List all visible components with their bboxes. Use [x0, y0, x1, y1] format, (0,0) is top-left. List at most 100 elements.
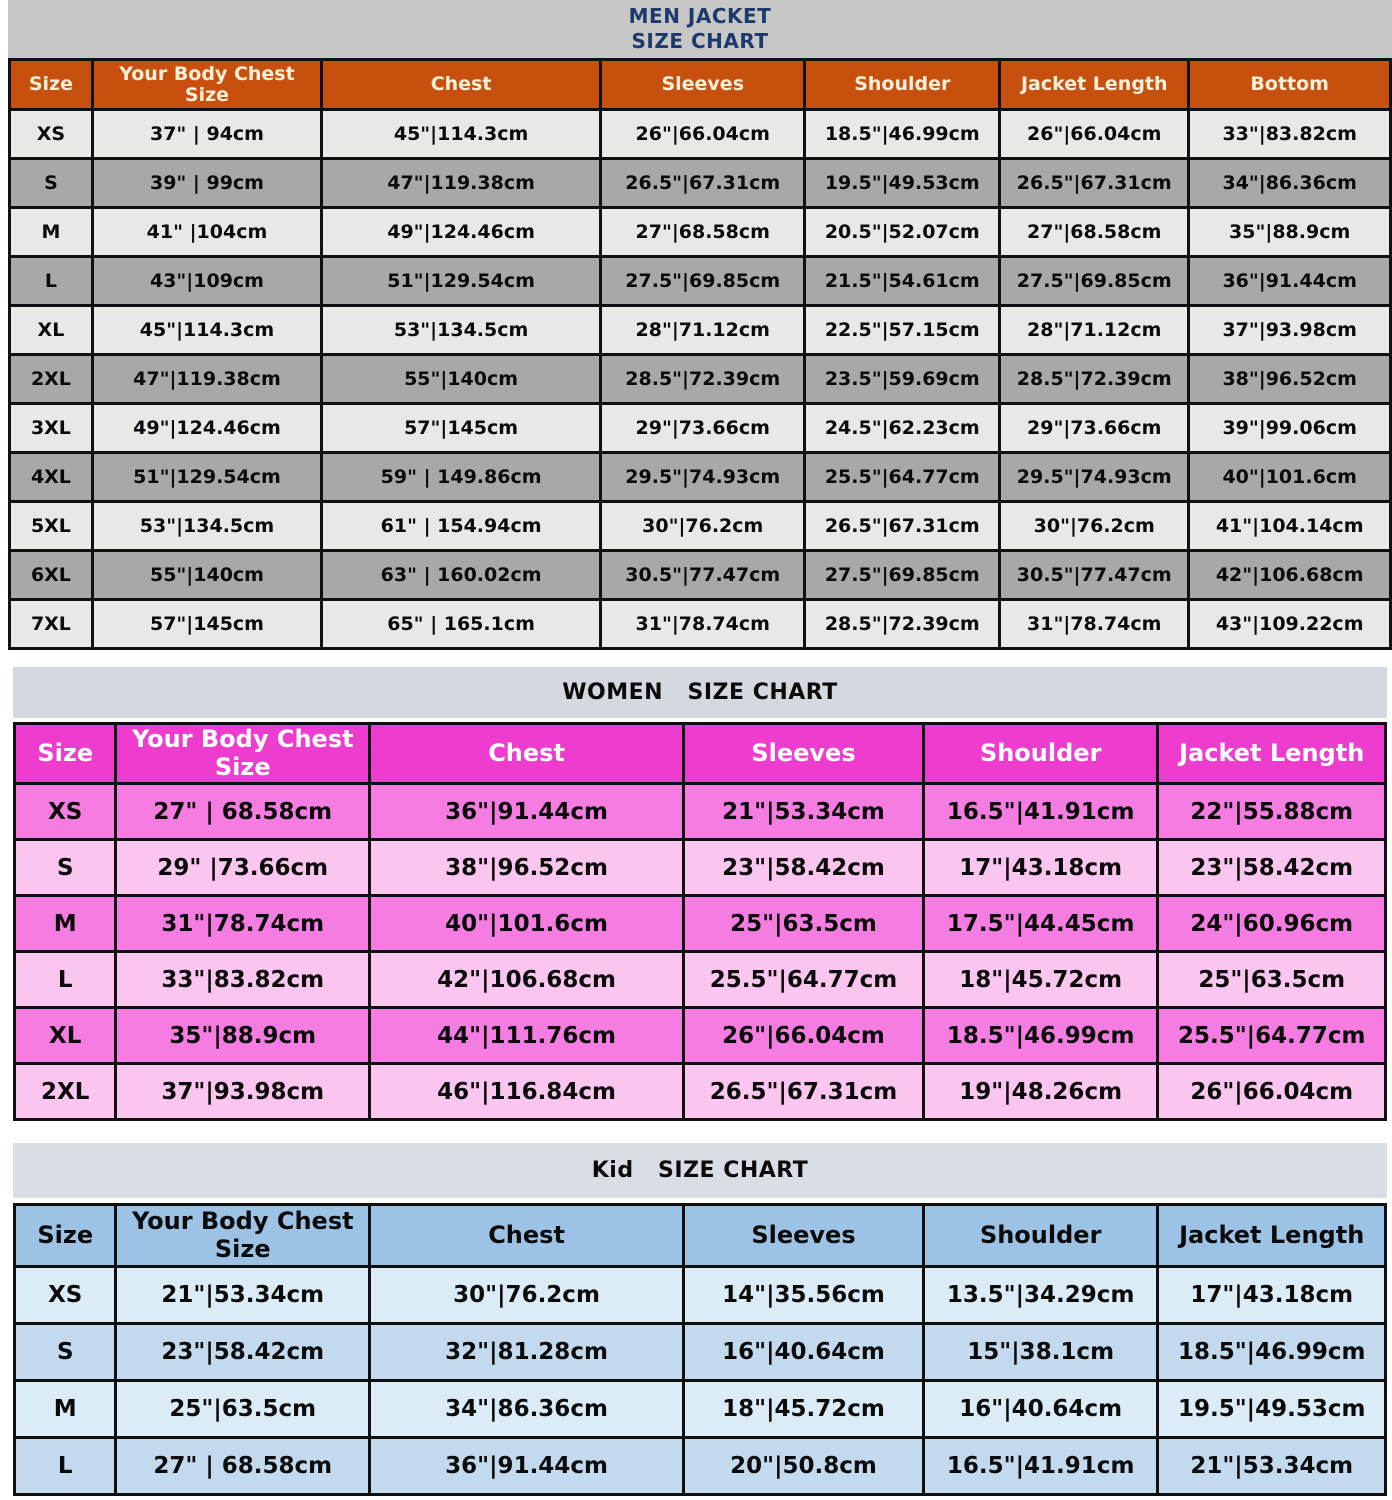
column-header: Jacket Length: [1156, 722, 1387, 785]
measurement-cell: 42"|106.68cm: [368, 950, 686, 1009]
measurement-cell: 27"|68.58cm: [599, 206, 807, 258]
measurement-cell: 23"|58.42cm: [114, 1322, 372, 1382]
measurement-cell: 47"|119.38cm: [90, 353, 324, 405]
measurement-cell: 45"|114.3cm: [320, 108, 603, 160]
column-header: Jacket Length: [998, 58, 1191, 111]
column-header: Sleeves: [599, 58, 807, 111]
measurement-cell: 28.5"|72.39cm: [599, 353, 807, 405]
header-row: Size Your Body Chest Size Chest Sleeves Shou…: [8, 58, 1392, 111]
measurement-cell: 53"|134.5cm: [320, 304, 603, 356]
column-header: Chest: [320, 58, 603, 111]
measurement-cell: 39"|99.06cm: [1187, 402, 1392, 454]
kid-table-body: XS 21"|53.34cm 30"|76.2cm 14"|35.56cm 13.5"|…: [12, 1265, 1387, 1496]
measurement-cell: 26"|66.04cm: [682, 1006, 925, 1065]
women-size-chart-section: WOMEN SIZE CHART Size Your Body Chest Siz…: [12, 667, 1387, 1121]
men-size-chart-section: MEN JACKET SIZE CHART Size Your Body Ches…: [8, 0, 1392, 650]
measurement-cell: 18.5"|46.99cm: [1156, 1322, 1387, 1382]
measurement-cell: 16"|40.64cm: [682, 1322, 925, 1382]
table-row: S 39" | 99cm 47"|119.38cm 26.5"|67.31cm 19.5…: [8, 157, 1392, 209]
column-header: Chest: [368, 722, 686, 785]
table-row: L 27" | 68.58cm 36"|91.44cm 20"|50.8cm 16.5"…: [12, 1436, 1387, 1496]
measurement-cell: 63" | 160.02cm: [320, 549, 603, 601]
measurement-cell: 49"|124.46cm: [320, 206, 603, 258]
measurement-cell: 18.5"|46.99cm: [803, 108, 1002, 160]
measurement-cell: 26"|66.04cm: [599, 108, 807, 160]
measurement-cell: 27" | 68.58cm: [114, 782, 372, 841]
table-row: S 29" |73.66cm 38"|96.52cm 23"|58.42cm 17"|4…: [12, 838, 1387, 897]
measurement-cell: 40"|101.6cm: [1187, 451, 1392, 503]
size-label-cell: 4XL: [8, 451, 94, 503]
table-row: XS 21"|53.34cm 30"|76.2cm 14"|35.56cm 13.5"|…: [12, 1265, 1387, 1325]
measurement-cell: 28"|71.12cm: [599, 304, 807, 356]
measurement-cell: 18"|45.72cm: [682, 1379, 925, 1439]
measurement-cell: 22"|55.88cm: [1156, 782, 1387, 841]
size-label-cell: 2XL: [8, 353, 94, 405]
measurement-cell: 33"|83.82cm: [1187, 108, 1392, 160]
kid-chart-title-bar: Kid SIZE CHART: [13, 1143, 1387, 1198]
column-header: Your Body Chest Size: [114, 722, 372, 785]
men-chart-title-line2: SIZE CHART: [631, 29, 769, 53]
measurement-cell: 23.5"|59.69cm: [803, 353, 1002, 405]
measurement-cell: 25.5"|64.77cm: [682, 950, 925, 1009]
size-label-cell: 5XL: [8, 500, 94, 552]
measurement-cell: 53"|134.5cm: [90, 500, 324, 552]
measurement-cell: 29" |73.66cm: [114, 838, 372, 897]
women-table-body: XS 27" | 68.58cm 36"|91.44cm 21"|53.34cm 16.…: [12, 782, 1387, 1121]
measurement-cell: 36"|91.44cm: [368, 1436, 686, 1496]
table-row: 7XL 57"|145cm 65" | 165.1cm 31"|78.74cm 28.5…: [8, 598, 1392, 650]
measurement-cell: 31"|78.74cm: [998, 598, 1191, 650]
header-row: Size Your Body Chest Size Chest Sleeves Shou…: [12, 722, 1387, 785]
measurement-cell: 25.5"|64.77cm: [803, 451, 1002, 503]
measurement-cell: 17.5"|44.45cm: [921, 894, 1160, 953]
measurement-cell: 57"|145cm: [90, 598, 324, 650]
header-row: Size Your Body Chest Size Chest Sleeves Shou…: [12, 1203, 1387, 1268]
table-row: 2XL 47"|119.38cm 55"|140cm 28.5"|72.39cm 23.…: [8, 353, 1392, 405]
measurement-cell: 30.5"|77.47cm: [599, 549, 807, 601]
measurement-cell: 25"|63.5cm: [114, 1379, 372, 1439]
measurement-cell: 29"|73.66cm: [599, 402, 807, 454]
measurement-cell: 17"|43.18cm: [1156, 1265, 1387, 1325]
column-header: Bottom: [1187, 58, 1392, 111]
column-header: Shoulder: [921, 722, 1160, 785]
size-label-cell: XS: [12, 1265, 118, 1325]
table-row: L 43"|109cm 51"|129.54cm 27.5"|69.85cm 21.5"…: [8, 255, 1392, 307]
kid-table-header: Size Your Body Chest Size Chest Sleeves Shou…: [12, 1203, 1387, 1268]
column-header: Chest: [368, 1203, 686, 1268]
measurement-cell: 37"|93.98cm: [1187, 304, 1392, 356]
size-label-cell: M: [8, 206, 94, 258]
measurement-cell: 38"|96.52cm: [1187, 353, 1392, 405]
size-label-cell: 3XL: [8, 402, 94, 454]
measurement-cell: 51"|129.54cm: [90, 451, 324, 503]
measurement-cell: 44"|111.76cm: [368, 1006, 686, 1065]
size-label-cell: XS: [12, 782, 118, 841]
men-size-table: Size Your Body Chest Size Chest Sleeves Shou…: [8, 58, 1392, 650]
measurement-cell: 30"|76.2cm: [368, 1265, 686, 1325]
men-table-header: Size Your Body Chest Size Chest Sleeves Shou…: [8, 58, 1392, 111]
men-table-body: XS 37" | 94cm 45"|114.3cm 26"|66.04cm 18.5"|…: [8, 108, 1392, 650]
measurement-cell: 36"|91.44cm: [1187, 255, 1392, 307]
column-header: Your Body Chest Size: [90, 58, 324, 111]
measurement-cell: 33"|83.82cm: [114, 950, 372, 1009]
measurement-cell: 34"|86.36cm: [368, 1379, 686, 1439]
table-row: 6XL 55"|140cm 63" | 160.02cm 30.5"|77.47cm 2…: [8, 549, 1392, 601]
measurement-cell: 16.5"|41.91cm: [921, 782, 1160, 841]
kid-size-table: Size Your Body Chest Size Chest Sleeves Shou…: [12, 1203, 1387, 1496]
measurement-cell: 26.5"|67.31cm: [682, 1062, 925, 1121]
measurement-cell: 16"|40.64cm: [921, 1379, 1160, 1439]
column-header: Your Body Chest Size: [114, 1203, 372, 1268]
measurement-cell: 49"|124.46cm: [90, 402, 324, 454]
measurement-cell: 51"|129.54cm: [320, 255, 603, 307]
measurement-cell: 27" | 68.58cm: [114, 1436, 372, 1496]
measurement-cell: 30"|76.2cm: [599, 500, 807, 552]
measurement-cell: 22.5"|57.15cm: [803, 304, 1002, 356]
measurement-cell: 32"|81.28cm: [368, 1322, 686, 1382]
men-chart-title-line1: MEN JACKET: [628, 4, 772, 28]
women-chart-title: WOMEN SIZE CHART: [562, 680, 838, 705]
table-row: XL 45"|114.3cm 53"|134.5cm 28"|71.12cm 22.5"…: [8, 304, 1392, 356]
measurement-cell: 17"|43.18cm: [921, 838, 1160, 897]
column-header: Size: [12, 722, 118, 785]
measurement-cell: 25"|63.5cm: [1156, 950, 1387, 1009]
measurement-cell: 26.5"|67.31cm: [599, 157, 807, 209]
measurement-cell: 46"|116.84cm: [368, 1062, 686, 1121]
measurement-cell: 27.5"|69.85cm: [803, 549, 1002, 601]
